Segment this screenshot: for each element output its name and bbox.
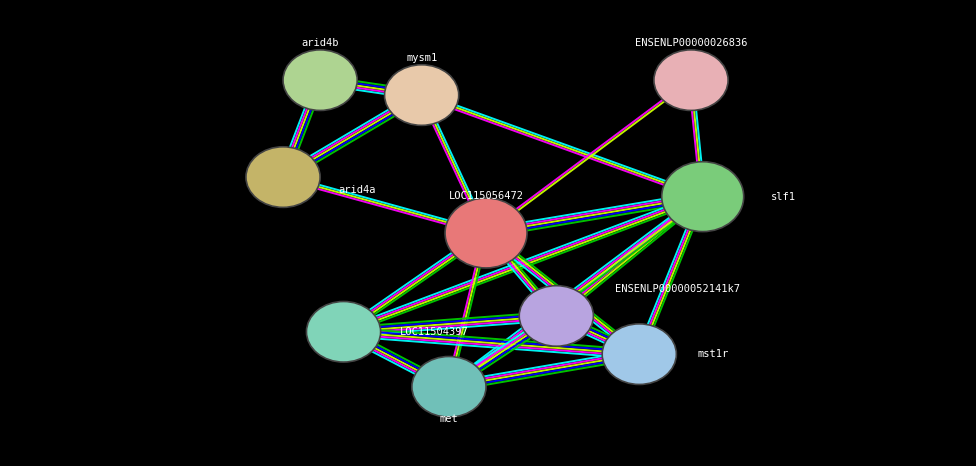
Text: arid4a: arid4a [339, 185, 376, 195]
Text: mst1r: mst1r [698, 349, 729, 359]
Ellipse shape [385, 65, 459, 125]
Ellipse shape [412, 356, 486, 417]
Ellipse shape [519, 286, 593, 346]
Text: ENSENLP00000052141k7: ENSENLP00000052141k7 [615, 284, 740, 294]
Text: mysm1: mysm1 [406, 53, 437, 63]
Ellipse shape [445, 198, 527, 268]
Text: slf1: slf1 [771, 192, 796, 202]
Ellipse shape [306, 302, 381, 362]
Text: arid4b: arid4b [302, 38, 339, 48]
Text: LOC11504397: LOC11504397 [400, 327, 468, 337]
Ellipse shape [602, 324, 676, 384]
Ellipse shape [662, 162, 744, 232]
Text: LOC115056472: LOC115056472 [449, 191, 523, 201]
Ellipse shape [246, 147, 320, 207]
Ellipse shape [654, 50, 728, 110]
Ellipse shape [283, 50, 357, 110]
Text: ENSENLP00000026836: ENSENLP00000026836 [634, 38, 748, 48]
Text: met: met [439, 414, 459, 425]
